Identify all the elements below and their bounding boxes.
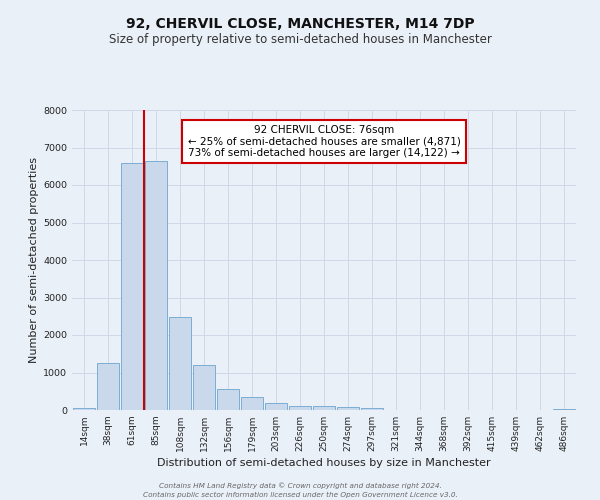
Bar xyxy=(169,317,191,410)
Bar xyxy=(73,408,95,410)
Bar xyxy=(193,366,215,410)
Text: Size of property relative to semi-detached houses in Manchester: Size of property relative to semi-detach… xyxy=(109,32,491,46)
Bar xyxy=(289,406,311,410)
Bar xyxy=(241,397,263,410)
Bar xyxy=(553,409,575,410)
Y-axis label: Number of semi-detached properties: Number of semi-detached properties xyxy=(29,157,39,363)
Bar xyxy=(265,402,287,410)
Bar xyxy=(97,363,119,410)
Bar xyxy=(313,406,335,410)
Text: Contains HM Land Registry data © Crown copyright and database right 2024.
Contai: Contains HM Land Registry data © Crown c… xyxy=(143,482,457,498)
Text: 92 CHERVIL CLOSE: 76sqm
← 25% of semi-detached houses are smaller (4,871)
73% of: 92 CHERVIL CLOSE: 76sqm ← 25% of semi-de… xyxy=(188,125,460,158)
Bar xyxy=(337,407,359,410)
Bar xyxy=(217,389,239,410)
Bar xyxy=(145,160,167,410)
Bar xyxy=(361,408,383,410)
Bar xyxy=(121,163,143,410)
X-axis label: Distribution of semi-detached houses by size in Manchester: Distribution of semi-detached houses by … xyxy=(157,458,491,468)
Text: 92, CHERVIL CLOSE, MANCHESTER, M14 7DP: 92, CHERVIL CLOSE, MANCHESTER, M14 7DP xyxy=(125,18,475,32)
